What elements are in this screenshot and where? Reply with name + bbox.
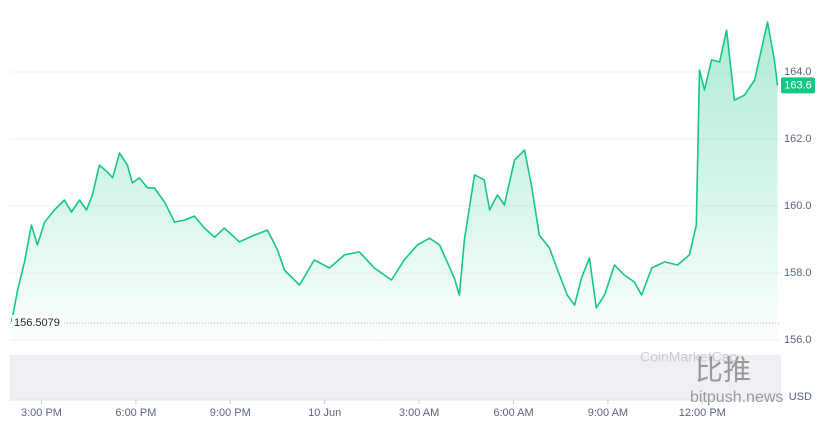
price-line	[10, 21, 779, 323]
x-tick-label: 6:00 AM	[493, 407, 533, 419]
watermark: 比推	[695, 354, 751, 385]
x-tick-label: 10 Jun	[308, 407, 341, 419]
y-tick-label: 158.0	[784, 267, 812, 279]
y-tick-label: 156.0	[784, 334, 812, 346]
y-tick-label: 160.0	[784, 200, 812, 212]
x-tick-label: 3:00 PM	[21, 407, 62, 419]
volume-band	[10, 355, 781, 400]
reference-label-bg	[12, 314, 64, 329]
current-price-tag	[781, 77, 815, 94]
watermark: CoinMarketCap	[640, 349, 737, 365]
reference-label: 156.5079	[14, 317, 60, 329]
y-tick-label: 164.0	[784, 66, 812, 78]
currency-label: USD	[789, 391, 812, 403]
area	[11, 22, 778, 340]
x-tick-label: 3:00 AM	[399, 407, 439, 419]
current-price-label: 163.6	[784, 79, 812, 91]
y-tick-label: 162.0	[784, 133, 812, 145]
watermark: bitpush.news	[690, 389, 783, 406]
x-tick-label: 6:00 PM	[115, 407, 156, 419]
x-tick-label: 9:00 AM	[588, 407, 628, 419]
x-tick-label: 9:00 PM	[210, 407, 251, 419]
x-tick-label: 12:00 PM	[679, 407, 726, 419]
